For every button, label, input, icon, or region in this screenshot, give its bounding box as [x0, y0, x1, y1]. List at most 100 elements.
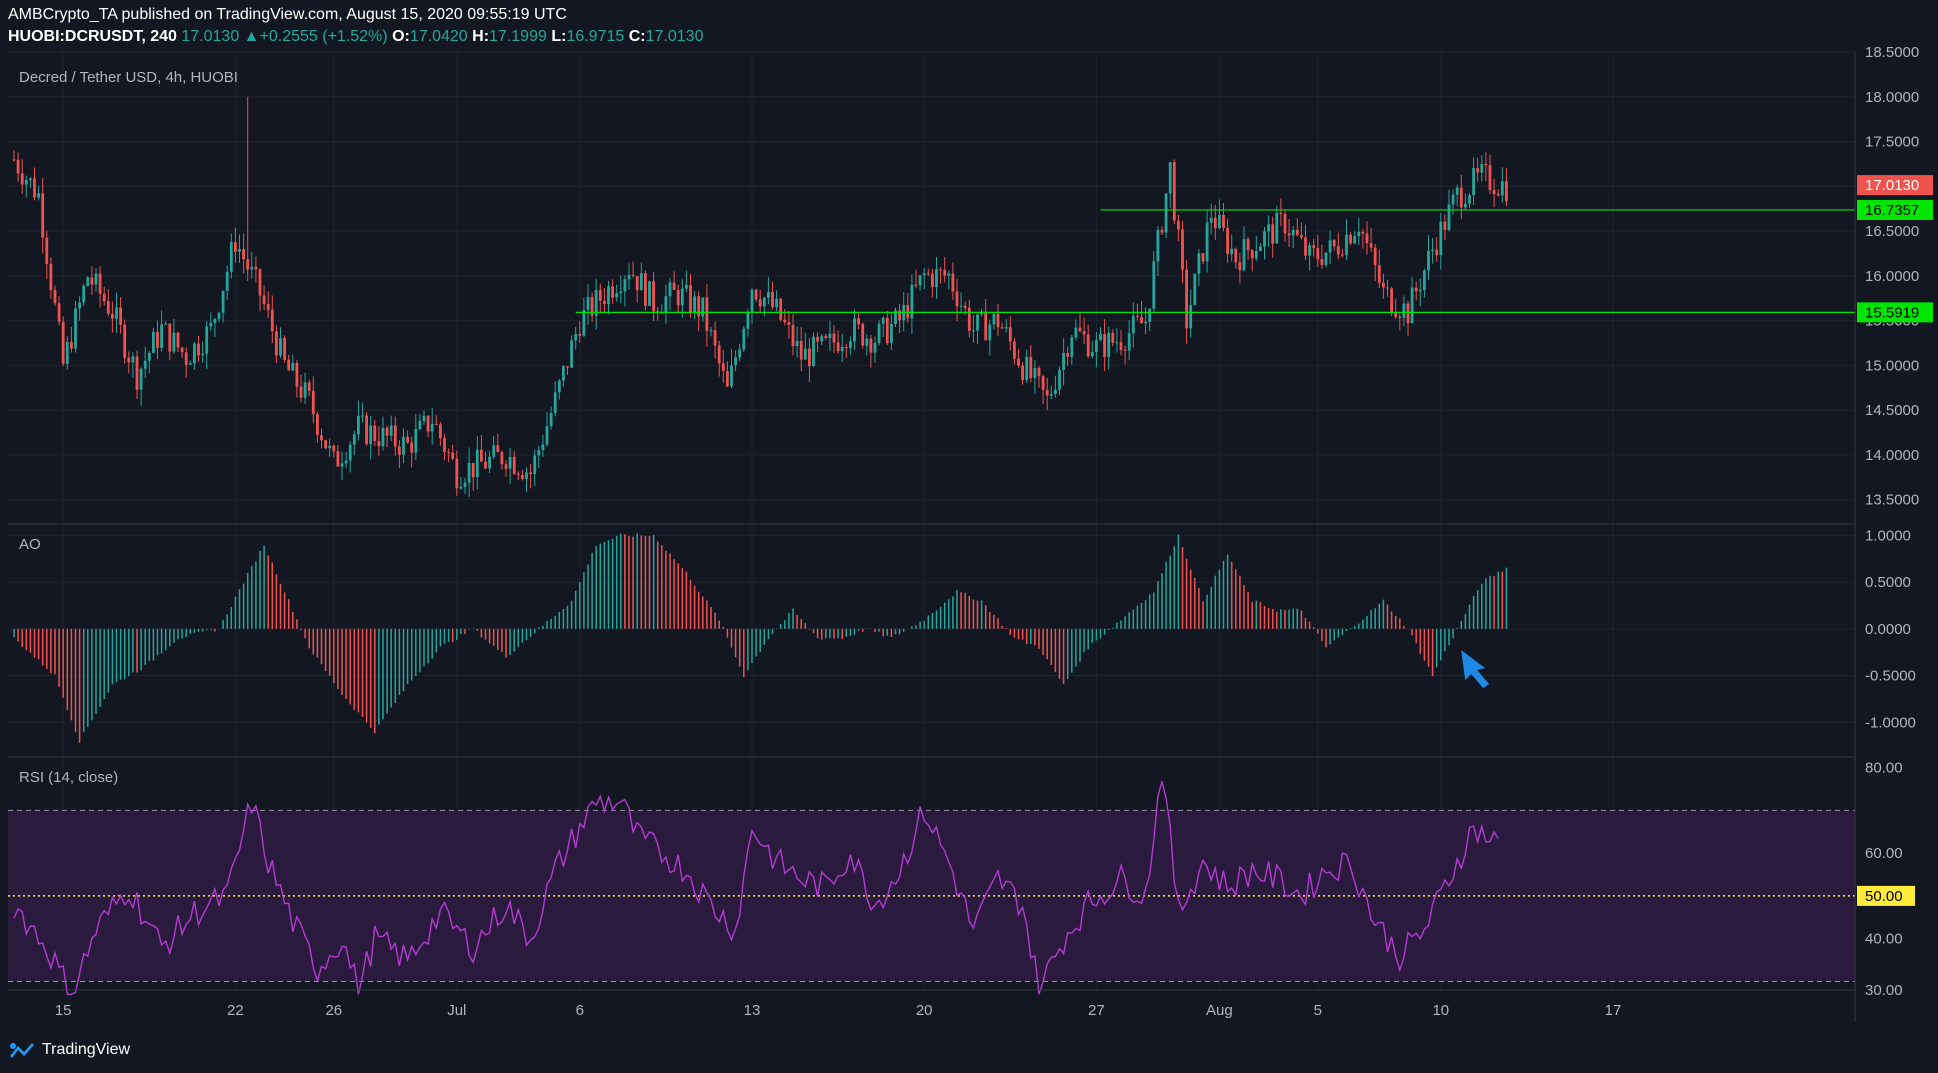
- candle-body[interactable]: [459, 486, 463, 489]
- candle-body[interactable]: [508, 456, 512, 469]
- candle-body[interactable]: [1181, 229, 1184, 270]
- candle-body[interactable]: [918, 275, 922, 286]
- candle-body[interactable]: [541, 444, 545, 450]
- candle-body[interactable]: [480, 449, 483, 462]
- candle-body[interactable]: [910, 284, 914, 319]
- candle-body[interactable]: [492, 445, 496, 457]
- candle-body[interactable]: [475, 449, 479, 478]
- candle-body[interactable]: [246, 259, 250, 270]
- candle-body[interactable]: [283, 338, 286, 360]
- candle-body[interactable]: [1156, 229, 1160, 262]
- candle-body[interactable]: [861, 324, 865, 346]
- candle-body[interactable]: [557, 380, 561, 393]
- candle-body[interactable]: [1013, 341, 1016, 359]
- candle-body[interactable]: [328, 445, 332, 449]
- candle-body[interactable]: [967, 307, 971, 331]
- candle-body[interactable]: [730, 365, 733, 387]
- candle-body[interactable]: [1390, 288, 1393, 313]
- candle-body[interactable]: [176, 332, 180, 348]
- candle-body[interactable]: [574, 334, 578, 341]
- candle-body[interactable]: [1033, 367, 1037, 379]
- candle-body[interactable]: [385, 427, 389, 436]
- candle-body[interactable]: [430, 423, 434, 432]
- candle-body[interactable]: [1361, 231, 1365, 234]
- candle-body[interactable]: [1500, 181, 1504, 196]
- candle-body[interactable]: [205, 326, 209, 354]
- candle-body[interactable]: [697, 296, 701, 317]
- candle-body[interactable]: [82, 285, 86, 303]
- candle-body[interactable]: [1398, 316, 1402, 318]
- candle-body[interactable]: [1119, 342, 1123, 350]
- candle-body[interactable]: [1345, 234, 1348, 256]
- candle-body[interactable]: [422, 415, 426, 422]
- candle-body[interactable]: [873, 342, 877, 353]
- candle-body[interactable]: [381, 427, 385, 447]
- candle-body[interactable]: [1226, 227, 1229, 255]
- candle-body[interactable]: [762, 297, 766, 307]
- candle-body[interactable]: [1008, 327, 1012, 342]
- candle-body[interactable]: [533, 455, 537, 475]
- candle-body[interactable]: [119, 307, 122, 325]
- candle-body[interactable]: [443, 438, 446, 452]
- candle-body[interactable]: [1123, 349, 1127, 351]
- candle-body[interactable]: [1049, 393, 1053, 396]
- candle-body[interactable]: [1427, 250, 1430, 271]
- candle-body[interactable]: [972, 330, 975, 332]
- candle-body[interactable]: [771, 292, 774, 308]
- candle-body[interactable]: [1369, 243, 1373, 248]
- candle-body[interactable]: [1328, 240, 1332, 253]
- candle-body[interactable]: [853, 318, 856, 342]
- candle-body[interactable]: [266, 303, 270, 310]
- candle-body[interactable]: [516, 473, 520, 475]
- candle-body[interactable]: [439, 424, 442, 439]
- candle-body[interactable]: [783, 319, 787, 323]
- candle-body[interactable]: [828, 333, 832, 339]
- candle-body[interactable]: [188, 363, 192, 365]
- candle-body[interactable]: [578, 334, 582, 336]
- candle-body[interactable]: [229, 242, 233, 272]
- candle-body[interactable]: [225, 271, 229, 291]
- candle-body[interactable]: [238, 248, 241, 252]
- candle-body[interactable]: [242, 248, 245, 260]
- candle-body[interactable]: [898, 310, 901, 321]
- candle-body[interactable]: [849, 341, 852, 349]
- candle-body[interactable]: [525, 472, 528, 479]
- candle-body[interactable]: [549, 413, 553, 427]
- candle-body[interactable]: [734, 357, 737, 366]
- candle-body[interactable]: [816, 336, 819, 342]
- candle-body[interactable]: [1283, 213, 1287, 234]
- candle-body[interactable]: [623, 279, 627, 292]
- candle-body[interactable]: [926, 273, 930, 275]
- candle-body[interactable]: [586, 297, 590, 310]
- candle-body[interactable]: [115, 307, 118, 319]
- candle-body[interactable]: [307, 382, 311, 391]
- candle-body[interactable]: [857, 318, 860, 325]
- candle-body[interactable]: [562, 366, 565, 381]
- candle-body[interactable]: [1336, 246, 1340, 255]
- candle-body[interactable]: [1312, 245, 1316, 249]
- candle-body[interactable]: [217, 312, 221, 320]
- candle-body[interactable]: [1373, 247, 1377, 266]
- candle-body[interactable]: [311, 390, 315, 415]
- publisher-name[interactable]: AMBCrypto_TA: [8, 6, 118, 23]
- candle-body[interactable]: [180, 347, 184, 353]
- candle-body[interactable]: [1386, 287, 1389, 289]
- rsi-panel[interactable]: [8, 781, 1855, 995]
- candle-body[interactable]: [295, 362, 299, 387]
- candle-body[interactable]: [1423, 270, 1426, 290]
- candle-body[interactable]: [201, 353, 204, 356]
- candle-body[interactable]: [1324, 252, 1328, 265]
- candle-body[interactable]: [1418, 289, 1422, 292]
- candle-body[interactable]: [414, 428, 418, 453]
- candle-body[interactable]: [57, 303, 61, 322]
- candle-body[interactable]: [1279, 212, 1283, 214]
- candle-body[interactable]: [340, 463, 344, 467]
- candle-body[interactable]: [209, 322, 213, 327]
- candle-body[interactable]: [1017, 358, 1020, 366]
- candle-body[interactable]: [193, 343, 196, 364]
- candle-body[interactable]: [652, 281, 655, 312]
- candle-body[interactable]: [947, 273, 951, 276]
- candle-body[interactable]: [939, 269, 942, 271]
- candle-body[interactable]: [1037, 367, 1041, 377]
- candle-body[interactable]: [1230, 248, 1234, 255]
